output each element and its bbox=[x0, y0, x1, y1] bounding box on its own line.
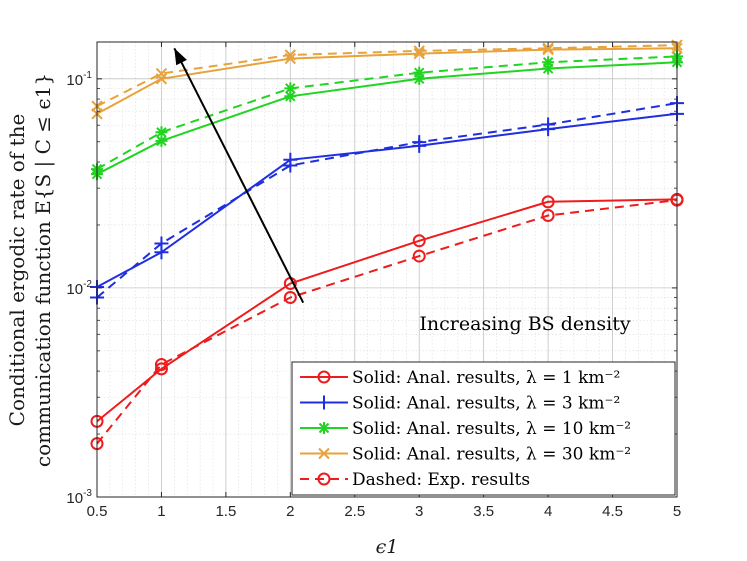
annotation-text: Increasing BS density bbox=[419, 313, 630, 335]
data-point-blue-dashed bbox=[283, 158, 298, 173]
data-point-orange-dashed bbox=[542, 42, 554, 54]
series-line-red-solid bbox=[96, 198, 678, 423]
x-tick-label: 2.5 bbox=[344, 503, 365, 520]
data-point-red-dashed bbox=[412, 249, 426, 263]
plot-frame bbox=[96, 41, 678, 498]
data-point-red-solid bbox=[412, 234, 426, 248]
x-axis-label: ϵ1 bbox=[376, 536, 399, 558]
data-point-blue-dashed bbox=[412, 135, 427, 150]
legend-label: Solid: Anal. results, λ = 1 km⁻² bbox=[352, 368, 620, 388]
legend-box bbox=[291, 361, 676, 496]
data-point-red-dashed bbox=[283, 290, 297, 304]
legend-entry: Dashed: Exp. results bbox=[300, 470, 530, 490]
data-point-red-solid bbox=[154, 362, 168, 376]
series-line-orange-dashed bbox=[96, 44, 678, 108]
x-tick-label: 1.5 bbox=[215, 503, 236, 520]
legend-marker bbox=[318, 447, 330, 460]
data-point-green-solid bbox=[413, 72, 426, 85]
legend: Solid: Anal. results, λ = 1 km⁻² Solid: A… bbox=[291, 361, 676, 496]
legend-entry: Solid: Anal. results, λ = 1 km⁻² bbox=[300, 368, 620, 388]
series-line-green-solid bbox=[96, 61, 678, 176]
data-point-green-dashed bbox=[413, 66, 426, 79]
data-point-orange-dashed bbox=[413, 45, 425, 57]
x-tick-label: 5 bbox=[673, 503, 681, 520]
y-axis-ticks: 10-3 10-2 10-1 bbox=[66, 70, 677, 507]
legend-marker bbox=[317, 395, 331, 410]
legend-entry: Solid: Anal. results, λ = 3 km⁻² bbox=[300, 394, 620, 414]
series-layer bbox=[90, 39, 684, 451]
data-point-red-solid bbox=[541, 195, 555, 209]
series-line-orange-solid bbox=[96, 47, 678, 115]
data-point-blue-dashed bbox=[541, 117, 556, 132]
y-tick-label: 10-1 bbox=[66, 70, 92, 89]
y-axis-label-line-1: Conditional ergodic rate of the bbox=[5, 114, 29, 427]
series-line-blue-dashed bbox=[96, 102, 678, 299]
legend-label: Dashed: Exp. results bbox=[352, 470, 530, 490]
series-line-green-dashed bbox=[96, 55, 678, 170]
series-orange-dashed bbox=[91, 39, 683, 112]
legend-label: Solid: Anal. results, λ = 30 km⁻² bbox=[352, 445, 631, 465]
data-point-blue-dashed bbox=[154, 236, 169, 251]
legend-entry: Solid: Anal. results, λ = 30 km⁻² bbox=[300, 445, 631, 465]
annotation-layer: Increasing BS density bbox=[173, 47, 631, 335]
data-point-green-solid bbox=[284, 90, 297, 103]
x-tick-label: 3 bbox=[415, 503, 423, 520]
legend-marker bbox=[318, 422, 330, 434]
data-point-orange-dashed bbox=[284, 49, 297, 61]
data-point-green-solid bbox=[155, 134, 168, 147]
legend-label: Solid: Anal. results, λ = 3 km⁻² bbox=[352, 394, 620, 414]
data-point-red-dashed bbox=[541, 208, 555, 222]
x-axis-ticks: 0.5 1 1.5 2 2.5 3 3.5 4 4.5 5 bbox=[87, 42, 681, 520]
x-tick-label: 4 bbox=[544, 503, 552, 520]
legend-label: Solid: Anal. results, λ = 10 km⁻² bbox=[352, 419, 631, 439]
x-tick-label: 1 bbox=[157, 503, 165, 520]
annotation-arrow-line bbox=[173, 47, 305, 304]
y-tick-label: 10-3 bbox=[66, 488, 92, 507]
x-tick-label: 0.5 bbox=[87, 503, 108, 520]
data-point-orange-dashed bbox=[155, 67, 168, 80]
x-tick-label: 2 bbox=[286, 503, 294, 520]
legend-marker bbox=[317, 472, 331, 486]
y-axis-label-line-2: communication function E{S | C ≤ ϵ1} bbox=[31, 73, 56, 467]
data-point-green-dashed bbox=[542, 56, 555, 69]
x-tick-label: 4.5 bbox=[602, 503, 623, 520]
data-point-red-dashed bbox=[154, 358, 168, 372]
legend-entry: Solid: Anal. results, λ = 10 km⁻² bbox=[300, 419, 631, 439]
data-point-green-dashed bbox=[284, 82, 297, 95]
data-point-green-dashed bbox=[155, 126, 168, 139]
y-tick-label: 10-2 bbox=[66, 279, 92, 298]
legend-marker bbox=[317, 370, 331, 384]
x-tick-label: 3.5 bbox=[473, 503, 494, 520]
annotation-arrow-head bbox=[174, 48, 187, 66]
data-point-green-solid bbox=[542, 62, 555, 75]
